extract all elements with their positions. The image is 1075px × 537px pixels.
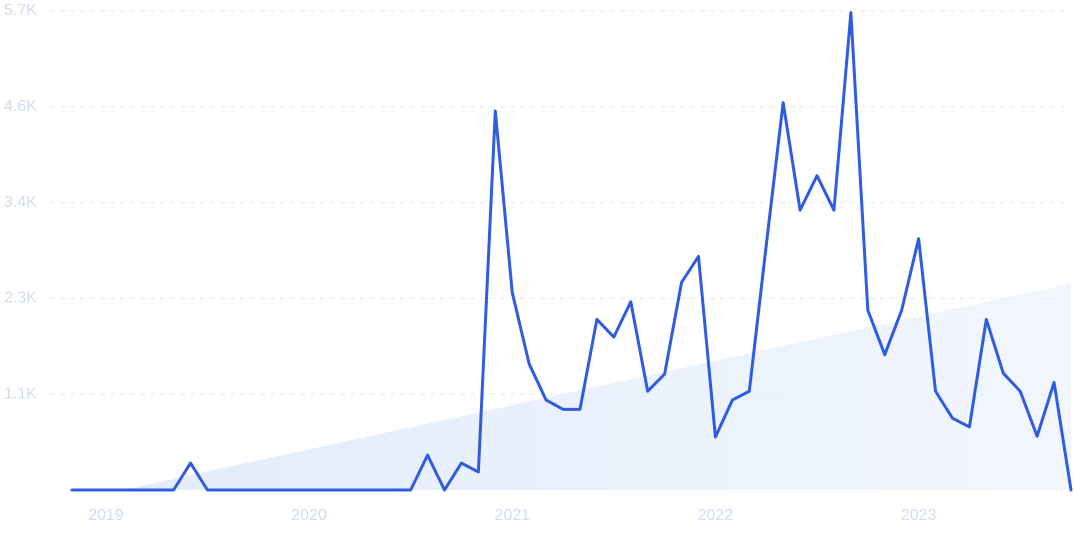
trend-area: [122, 283, 1071, 490]
x-tick-label: 2022: [698, 507, 734, 524]
x-tick-label: 2023: [901, 507, 937, 524]
y-tick-label: 3.4K: [4, 194, 37, 211]
x-tick-label: 2019: [88, 507, 124, 524]
y-tick-label: 5.7K: [4, 2, 37, 19]
series-line: [70, 11, 1073, 492]
y-tick-label: 4.6K: [4, 98, 37, 115]
y-tick-label: 2.3K: [4, 290, 37, 307]
y-tick-label: 1.1K: [4, 385, 37, 402]
x-tick-label: 2020: [291, 507, 327, 524]
x-tick-label: 2021: [494, 507, 530, 524]
